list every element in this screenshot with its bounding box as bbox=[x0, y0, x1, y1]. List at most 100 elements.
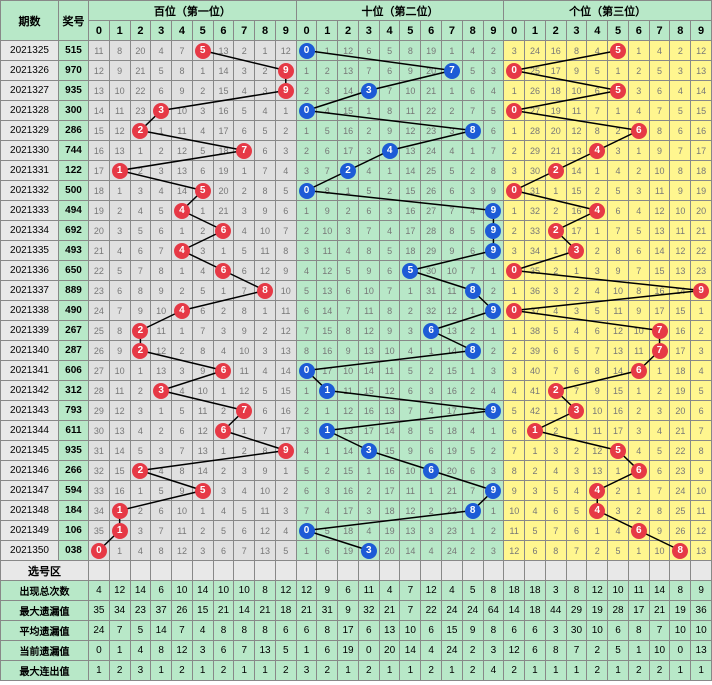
digit-cell: 8 bbox=[192, 341, 213, 361]
miss-value: 4 bbox=[325, 506, 330, 516]
miss-value: 11 bbox=[385, 366, 394, 376]
miss-value: 32 bbox=[530, 206, 540, 216]
summary-cell: 6 bbox=[317, 641, 338, 661]
select-cell[interactable] bbox=[213, 561, 234, 581]
select-cell[interactable] bbox=[483, 561, 504, 581]
digit-cell: 3 bbox=[504, 361, 525, 381]
select-cell[interactable] bbox=[89, 561, 110, 581]
select-cell[interactable] bbox=[691, 561, 712, 581]
summary-label: 出现总次数 bbox=[1, 581, 89, 601]
select-cell[interactable] bbox=[628, 561, 649, 581]
select-cell[interactable] bbox=[587, 561, 608, 581]
select-cell[interactable] bbox=[296, 561, 317, 581]
miss-value: 4 bbox=[138, 546, 143, 556]
miss-value: 38 bbox=[530, 326, 540, 336]
digit-cell: 17 bbox=[608, 421, 629, 441]
digit-cell: 3 bbox=[462, 401, 483, 421]
miss-value: 17 bbox=[447, 406, 457, 416]
miss-value: 6 bbox=[283, 206, 288, 216]
miss-value: 11 bbox=[260, 246, 269, 256]
digit-cell: 6 bbox=[296, 301, 317, 321]
digit-cell: 1 bbox=[504, 121, 525, 141]
select-cell[interactable] bbox=[421, 561, 442, 581]
miss-value: 6 bbox=[574, 526, 579, 536]
digit-cell: 3 bbox=[483, 461, 504, 481]
digit-cell: 17 bbox=[545, 61, 566, 81]
digit-cell: 5 bbox=[234, 241, 255, 261]
digit-cell: 4 bbox=[151, 181, 172, 201]
select-cell[interactable] bbox=[172, 561, 193, 581]
select-cell[interactable] bbox=[338, 561, 359, 581]
miss-value: 2 bbox=[304, 146, 309, 156]
miss-value: 33 bbox=[530, 226, 540, 236]
select-cell[interactable] bbox=[504, 561, 525, 581]
select-cell[interactable] bbox=[649, 561, 670, 581]
select-cell[interactable] bbox=[670, 561, 691, 581]
select-cell[interactable] bbox=[234, 561, 255, 581]
digit-cell: 12 bbox=[109, 121, 130, 141]
select-cell[interactable] bbox=[566, 561, 587, 581]
digit-cell: 20 bbox=[213, 181, 234, 201]
digit-cell: 15 bbox=[400, 181, 421, 201]
hit-circle: 6 bbox=[423, 323, 439, 339]
digit-cell: 3 bbox=[608, 141, 629, 161]
select-cell[interactable] bbox=[317, 561, 338, 581]
select-cell[interactable] bbox=[192, 561, 213, 581]
digit-cell: 4 bbox=[649, 41, 670, 61]
digit-cell: 3 bbox=[421, 521, 442, 541]
period-cell: 2021342 bbox=[1, 381, 59, 401]
miss-value: 15 bbox=[675, 306, 685, 316]
select-cell[interactable] bbox=[358, 561, 379, 581]
summary-cell: 6 bbox=[151, 581, 172, 601]
digit-cell: 5 bbox=[213, 521, 234, 541]
select-cell[interactable] bbox=[130, 561, 151, 581]
miss-value: 3 bbox=[304, 426, 309, 436]
digit-cell: 17 bbox=[358, 421, 379, 441]
summary-cell: 7 bbox=[649, 621, 670, 641]
digit-cell: 4 bbox=[566, 321, 587, 341]
miss-value: 6 bbox=[429, 446, 434, 456]
miss-value: 13 bbox=[655, 226, 665, 236]
miss-value: 5 bbox=[408, 366, 413, 376]
select-cell[interactable] bbox=[151, 561, 172, 581]
summary-cell: 2 bbox=[172, 661, 193, 681]
select-label: 选号区 bbox=[1, 561, 89, 581]
miss-value: 5 bbox=[242, 246, 247, 256]
miss-value: 1 bbox=[304, 386, 309, 396]
digit-cell: 5 bbox=[130, 441, 151, 461]
digit-cell: 21 bbox=[545, 141, 566, 161]
digit-cell: 11 bbox=[151, 321, 172, 341]
select-cell[interactable] bbox=[462, 561, 483, 581]
select-cell[interactable] bbox=[442, 561, 463, 581]
number-cell: 935 bbox=[59, 441, 89, 461]
miss-value: 5 bbox=[179, 406, 184, 416]
digit-cell: 7 bbox=[234, 541, 255, 561]
miss-value: 18 bbox=[218, 146, 228, 156]
digit-cell: 2 bbox=[442, 101, 463, 121]
select-cell[interactable] bbox=[545, 561, 566, 581]
digit-cell: 1 bbox=[566, 261, 587, 281]
digit-cell: 18 bbox=[400, 241, 421, 261]
miss-value: 17 bbox=[405, 226, 415, 236]
digit-cell: 1 bbox=[483, 321, 504, 341]
miss-value: 2 bbox=[699, 326, 704, 336]
miss-value: 7 bbox=[491, 146, 496, 156]
digit-cell: 23 bbox=[89, 281, 110, 301]
select-cell[interactable] bbox=[608, 561, 629, 581]
select-cell[interactable] bbox=[525, 561, 546, 581]
digit-cell: 11 bbox=[255, 501, 276, 521]
summary-cell: 14 bbox=[151, 621, 172, 641]
select-cell[interactable] bbox=[275, 561, 296, 581]
miss-value: 2 bbox=[595, 246, 600, 256]
select-cell[interactable] bbox=[109, 561, 130, 581]
select-cell[interactable] bbox=[400, 561, 421, 581]
select-cell[interactable] bbox=[379, 561, 400, 581]
hit-circle: 6 bbox=[423, 463, 439, 479]
hit-circle: 6 bbox=[631, 363, 647, 379]
miss-value: 15 bbox=[343, 466, 353, 476]
digit-cell: 4 bbox=[649, 421, 670, 441]
digit-cell: 3 bbox=[691, 341, 712, 361]
select-cell[interactable] bbox=[255, 561, 276, 581]
miss-value: 4 bbox=[470, 46, 475, 56]
miss-value: 3 bbox=[304, 246, 309, 256]
